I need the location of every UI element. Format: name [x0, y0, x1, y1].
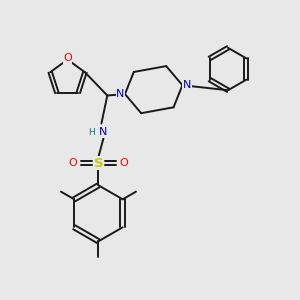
Text: N: N — [116, 89, 125, 99]
Text: O: O — [120, 158, 128, 168]
Text: S: S — [94, 157, 103, 170]
Text: H: H — [88, 128, 95, 137]
Text: N: N — [99, 127, 108, 137]
Text: O: O — [68, 158, 77, 168]
Text: N: N — [183, 80, 191, 90]
Text: O: O — [63, 53, 72, 63]
